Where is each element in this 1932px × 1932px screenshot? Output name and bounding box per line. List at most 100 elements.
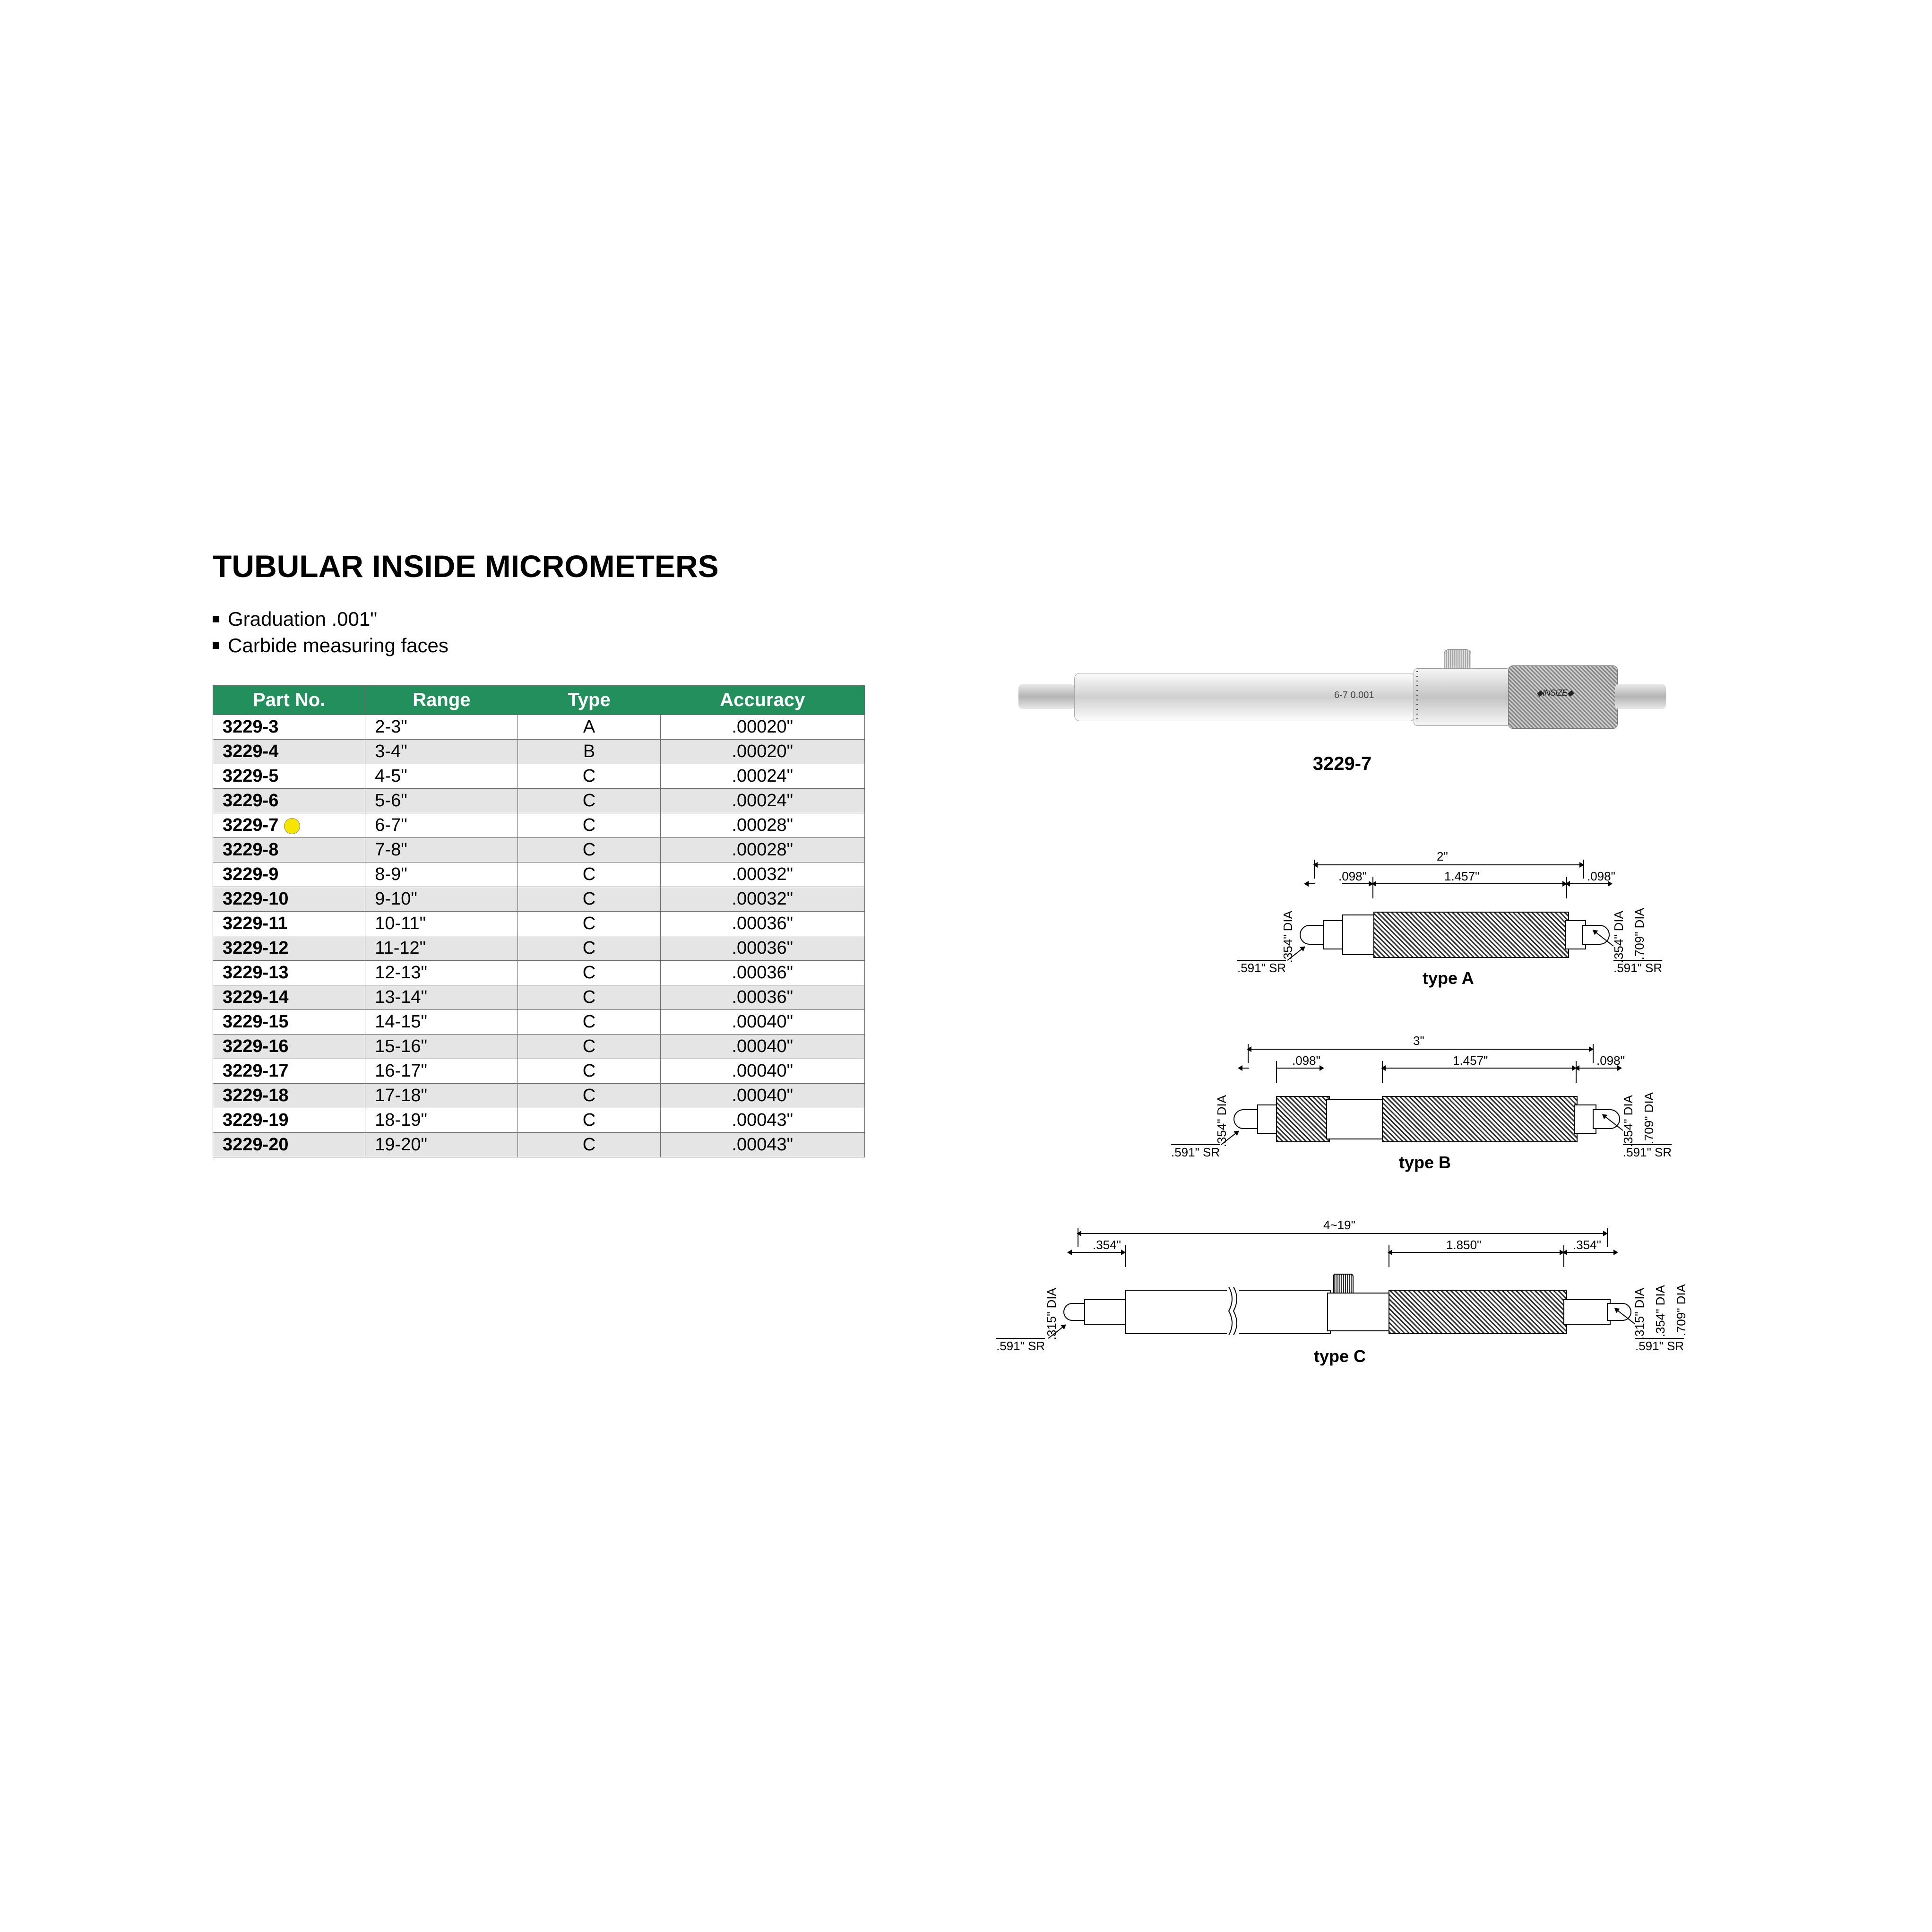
- cell-type: C: [518, 961, 660, 985]
- mic-tip-left-icon: [1018, 684, 1075, 709]
- dim-sr-right: .591" SR: [1635, 1339, 1684, 1354]
- cell-range: 15-16": [365, 1035, 518, 1059]
- cell-partno: 3229-9: [213, 862, 365, 887]
- cell-type: C: [518, 887, 660, 912]
- dim-body-dia: .709" DIA: [1632, 908, 1647, 960]
- dim-sr-right: .591" SR: [1623, 1145, 1672, 1160]
- product-photo-block: 6-7 0.001 ◆INSIZE◆ 3229-7: [1018, 647, 1666, 775]
- dim-total-length: 3": [1413, 1034, 1424, 1048]
- table-row: 3229-1110-11"C.00036": [213, 912, 865, 936]
- break-mark-icon: [1227, 1287, 1239, 1335]
- dim-tip-dia-right: .354" DIA: [1612, 911, 1626, 963]
- cell-range: 13-14": [365, 985, 518, 1010]
- diag-barrel-icon: [1326, 1099, 1386, 1139]
- cell-type: C: [518, 764, 660, 789]
- table-row: 3229-43-4"B.00020": [213, 740, 865, 764]
- cell-range: 16-17": [365, 1059, 518, 1084]
- col-header-range: Range: [365, 686, 518, 715]
- cell-partno: 3229-8: [213, 838, 365, 862]
- cell-range: 10-11": [365, 912, 518, 936]
- bullet-marker-icon: [213, 642, 219, 649]
- scale-ticks-icon: [1416, 671, 1418, 723]
- diag-tip-right-icon: [1582, 925, 1610, 945]
- bullet-text: Carbide measuring faces: [228, 634, 448, 657]
- brand-mark: ◆INSIZE◆: [1536, 688, 1573, 698]
- cell-type: C: [518, 1010, 660, 1035]
- cell-accuracy: .00024": [660, 764, 864, 789]
- cell-accuracy: .00032": [660, 862, 864, 887]
- diagram-type-b: 3" 1.457" .098" .098" .354" DIA .354" DI…: [1148, 1039, 1697, 1190]
- cell-accuracy: .00028": [660, 838, 864, 862]
- cell-range: 12-13": [365, 961, 518, 985]
- dim-total-length: 2": [1437, 849, 1448, 864]
- diagram-label-b: type B: [1399, 1153, 1451, 1173]
- cell-range: 7-8": [365, 838, 518, 862]
- diagram-type-c: 4~19" 1.850" .354" .354": [974, 1224, 1711, 1394]
- diag-knurl-left-icon: [1276, 1096, 1330, 1142]
- table-row: 3229-109-10"C.00032": [213, 887, 865, 912]
- table-row: 3229-54-5"C.00024": [213, 764, 865, 789]
- cell-range: 14-15": [365, 1010, 518, 1035]
- cell-type: A: [518, 715, 660, 740]
- cell-type: C: [518, 838, 660, 862]
- cell-type: C: [518, 912, 660, 936]
- table-row: 3229-1918-19"C.00043": [213, 1108, 865, 1133]
- cell-partno: 3229-12: [213, 936, 365, 961]
- cell-accuracy: .00020": [660, 715, 864, 740]
- cell-partno: 3229-6: [213, 789, 365, 813]
- mic-thimble-icon: [1414, 668, 1510, 726]
- cell-type: C: [518, 813, 660, 838]
- dim-total-length: 4~19": [1323, 1218, 1355, 1233]
- cell-type: C: [518, 789, 660, 813]
- cell-accuracy: .00040": [660, 1084, 864, 1108]
- cell-partno: 3229-4: [213, 740, 365, 764]
- table-row: 3229-98-9"C.00032": [213, 862, 865, 887]
- cell-partno: 3229-18: [213, 1084, 365, 1108]
- bullet-marker-icon: [213, 616, 219, 622]
- cell-accuracy: .00043": [660, 1108, 864, 1133]
- cell-accuracy: .00036": [660, 912, 864, 936]
- cell-partno: 3229-14: [213, 985, 365, 1010]
- cell-range: 9-10": [365, 887, 518, 912]
- cell-type: C: [518, 1059, 660, 1084]
- diag-step-left-icon: [1084, 1299, 1129, 1325]
- dim-sr-left: .591" SR: [1237, 961, 1286, 975]
- cell-partno: 3229-10: [213, 887, 365, 912]
- diagram-type-a: 2" 1.457" .098" .098" .354" DIA .354" DI…: [1215, 855, 1697, 1006]
- mic-tip-right-icon: [1615, 684, 1666, 709]
- scale-marking: 6-7 0.001: [1334, 690, 1374, 701]
- diag-knob-icon: [1333, 1274, 1354, 1294]
- dim-end-gap-left: .354": [1093, 1238, 1121, 1252]
- table-row: 3229-1817-18"C.00040": [213, 1084, 865, 1108]
- product-photo: 6-7 0.001 ◆INSIZE◆: [1018, 647, 1666, 747]
- cell-range: 18-19": [365, 1108, 518, 1133]
- col-header-type: Type: [518, 686, 660, 715]
- table-row: 3229-1615-16"C.00040": [213, 1035, 865, 1059]
- cell-partno: 3229-5: [213, 764, 365, 789]
- cell-accuracy: .00040": [660, 1010, 864, 1035]
- cell-range: 6-7": [365, 813, 518, 838]
- diag-knurl-icon: [1373, 912, 1569, 958]
- table-row: 3229-1413-14"C.00036": [213, 985, 865, 1010]
- cell-partno: 3229-7: [213, 813, 365, 838]
- cell-type: C: [518, 1108, 660, 1133]
- diagrams-block: 2" 1.457" .098" .098" .354" DIA .354" DI…: [964, 855, 1720, 1394]
- table-row: 3229-1716-17"C.00040": [213, 1059, 865, 1084]
- cell-accuracy: .00036": [660, 936, 864, 961]
- dim-sr-left: .591" SR: [1171, 1145, 1220, 1160]
- bullet-item: Graduation .001": [213, 608, 1725, 630]
- cell-type: C: [518, 1133, 660, 1157]
- cell-type: B: [518, 740, 660, 764]
- bullet-text: Graduation .001": [228, 608, 377, 630]
- dim-sr-left: .591" SR: [996, 1339, 1045, 1354]
- dim-end-gap-right: .354": [1573, 1238, 1601, 1252]
- cell-accuracy: .00040": [660, 1059, 864, 1084]
- cell-accuracy: .00036": [660, 961, 864, 985]
- diag-barrel-icon: [1342, 914, 1377, 955]
- cell-range: 4-5": [365, 764, 518, 789]
- diag-knurl-icon: [1389, 1290, 1567, 1334]
- diag-step-right-icon: [1563, 1299, 1611, 1325]
- table-row: 3229-2019-20"C.00043": [213, 1133, 865, 1157]
- dim-end-gap-left: .098": [1338, 869, 1367, 884]
- table-row: 3229-1514-15"C.00040": [213, 1010, 865, 1035]
